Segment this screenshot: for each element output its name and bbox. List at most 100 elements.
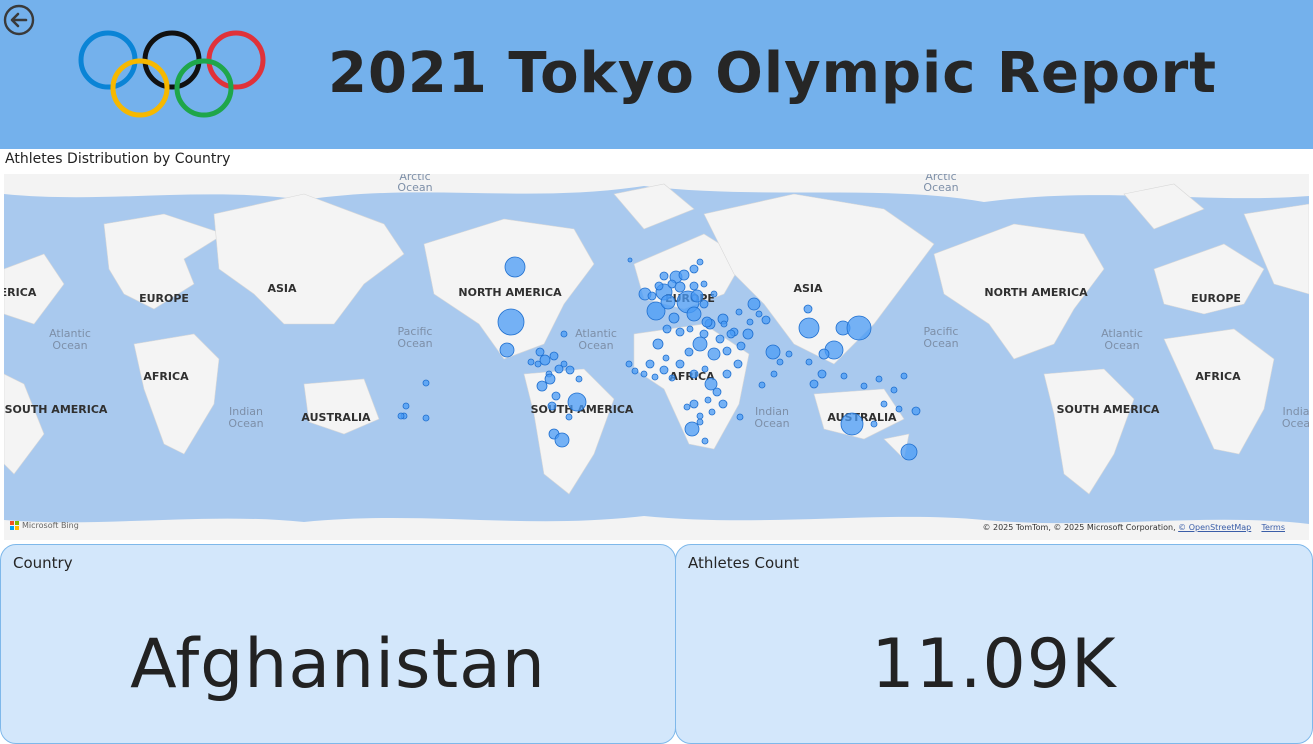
country-bubble[interactable]: [776, 358, 784, 366]
country-bubble[interactable]: [544, 373, 556, 385]
country-bubble[interactable]: [647, 291, 657, 301]
country-bubble[interactable]: [640, 370, 648, 378]
country-bubble[interactable]: [701, 437, 709, 445]
country-bubble[interactable]: [659, 271, 669, 281]
country-bubble[interactable]: [710, 290, 718, 298]
country-bubble[interactable]: [675, 327, 685, 337]
country-bubble[interactable]: [701, 365, 709, 373]
country-bubble[interactable]: [900, 372, 908, 380]
country-bubble[interactable]: [736, 413, 744, 421]
country-bubble[interactable]: [880, 400, 888, 408]
country-bubble[interactable]: [549, 351, 559, 361]
country-bubble[interactable]: [686, 325, 694, 333]
country-bubble[interactable]: [402, 402, 410, 410]
country-bubble[interactable]: [818, 348, 830, 360]
country-bubble[interactable]: [696, 412, 704, 420]
country-bubble[interactable]: [742, 328, 754, 340]
country-bubble[interactable]: [662, 354, 670, 362]
country-bubble[interactable]: [686, 306, 702, 322]
country-bubble[interactable]: [689, 264, 699, 274]
country-bubble[interactable]: [539, 354, 551, 366]
country-bubble[interactable]: [747, 297, 761, 311]
country-bubble[interactable]: [627, 257, 633, 263]
country-bubble[interactable]: [660, 294, 676, 310]
country-bubble[interactable]: [565, 365, 575, 375]
country-bubble[interactable]: [567, 392, 587, 412]
country-bubble[interactable]: [683, 403, 691, 411]
terms-link[interactable]: Terms: [1261, 523, 1285, 532]
athletes-distribution-map[interactable]: Arctic Ocean Arctic Ocean Atlantic Ocean…: [4, 174, 1309, 540]
country-bubble[interactable]: [701, 316, 713, 328]
country-bubble[interactable]: [736, 341, 746, 351]
country-bubble[interactable]: [803, 304, 813, 314]
country-bubble[interactable]: [654, 281, 664, 291]
country-bubble[interactable]: [675, 359, 685, 369]
country-bubble[interactable]: [547, 401, 557, 411]
country-bubble[interactable]: [575, 375, 583, 383]
country-bubble[interactable]: [652, 338, 664, 350]
country-bubble[interactable]: [536, 380, 548, 392]
country-bubble[interactable]: [499, 342, 515, 358]
country-bubble[interactable]: [890, 386, 898, 394]
country-bubble[interactable]: [422, 414, 430, 422]
country-bubble[interactable]: [551, 391, 561, 401]
country-bubble[interactable]: [785, 350, 793, 358]
country-bubble[interactable]: [761, 315, 771, 325]
country-bubble[interactable]: [689, 281, 699, 291]
country-bubble[interactable]: [560, 360, 568, 368]
country-bubble[interactable]: [684, 347, 694, 357]
country-bubble[interactable]: [397, 412, 405, 420]
country-bubble[interactable]: [720, 320, 728, 328]
country-bubble[interactable]: [690, 289, 704, 303]
country-bubble[interactable]: [895, 405, 903, 413]
country-bubble[interactable]: [726, 329, 736, 339]
country-bubble[interactable]: [840, 412, 864, 436]
country-bubble[interactable]: [625, 360, 633, 368]
country-bubble[interactable]: [700, 280, 708, 288]
country-bubble[interactable]: [735, 308, 743, 316]
country-bubble[interactable]: [689, 399, 699, 409]
country-bubble[interactable]: [692, 336, 708, 352]
country-bubble[interactable]: [746, 318, 754, 326]
country-bubble[interactable]: [733, 359, 743, 369]
country-bubble[interactable]: [722, 346, 732, 356]
country-bubble[interactable]: [674, 281, 686, 293]
country-bubble[interactable]: [809, 379, 819, 389]
country-bubble[interactable]: [840, 372, 848, 380]
country-bubble[interactable]: [554, 364, 564, 374]
country-bubble[interactable]: [534, 360, 542, 368]
country-bubble[interactable]: [870, 420, 878, 428]
country-bubble[interactable]: [696, 258, 704, 266]
country-bubble[interactable]: [805, 358, 813, 366]
country-bubble[interactable]: [565, 413, 573, 421]
country-bubble[interactable]: [651, 373, 659, 381]
country-bubble[interactable]: [668, 374, 676, 382]
country-bubble[interactable]: [704, 396, 712, 404]
country-bubble[interactable]: [497, 308, 525, 336]
openstreetmap-link[interactable]: © OpenStreetMap: [1178, 523, 1252, 532]
country-bubble[interactable]: [722, 369, 732, 379]
map-canvas[interactable]: Arctic Ocean Arctic Ocean Atlantic Ocean…: [4, 174, 1309, 540]
country-bubble[interactable]: [667, 279, 677, 289]
country-bubble[interactable]: [707, 347, 721, 361]
country-bubble[interactable]: [712, 387, 722, 397]
country-bubble[interactable]: [718, 399, 728, 409]
country-bubble[interactable]: [684, 421, 700, 437]
country-bubble[interactable]: [554, 432, 570, 448]
country-bubble[interactable]: [798, 317, 820, 339]
country-bubble[interactable]: [535, 347, 545, 357]
country-bubble[interactable]: [715, 334, 725, 344]
country-bubble[interactable]: [631, 367, 639, 375]
country-bubble[interactable]: [817, 369, 827, 379]
country-bubble[interactable]: [646, 301, 666, 321]
country-bubble[interactable]: [678, 269, 690, 281]
country-bubble[interactable]: [668, 312, 680, 324]
country-bubble[interactable]: [900, 443, 918, 461]
country-bubble[interactable]: [875, 375, 883, 383]
country-bubble[interactable]: [689, 369, 699, 379]
country-bubble[interactable]: [645, 359, 655, 369]
country-bubble[interactable]: [860, 382, 868, 390]
country-bubble[interactable]: [704, 377, 718, 391]
country-bubble[interactable]: [560, 330, 568, 338]
country-bubble[interactable]: [846, 315, 872, 341]
